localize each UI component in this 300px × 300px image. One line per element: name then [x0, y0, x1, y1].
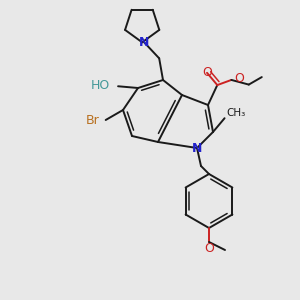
Text: O: O [234, 72, 244, 86]
Text: CH₃: CH₃ [226, 108, 246, 118]
Text: N: N [139, 36, 149, 49]
Text: O: O [204, 242, 214, 256]
Text: HO: HO [91, 79, 110, 92]
Text: O: O [202, 66, 212, 79]
Text: Br: Br [86, 113, 100, 127]
Text: N: N [192, 142, 202, 154]
